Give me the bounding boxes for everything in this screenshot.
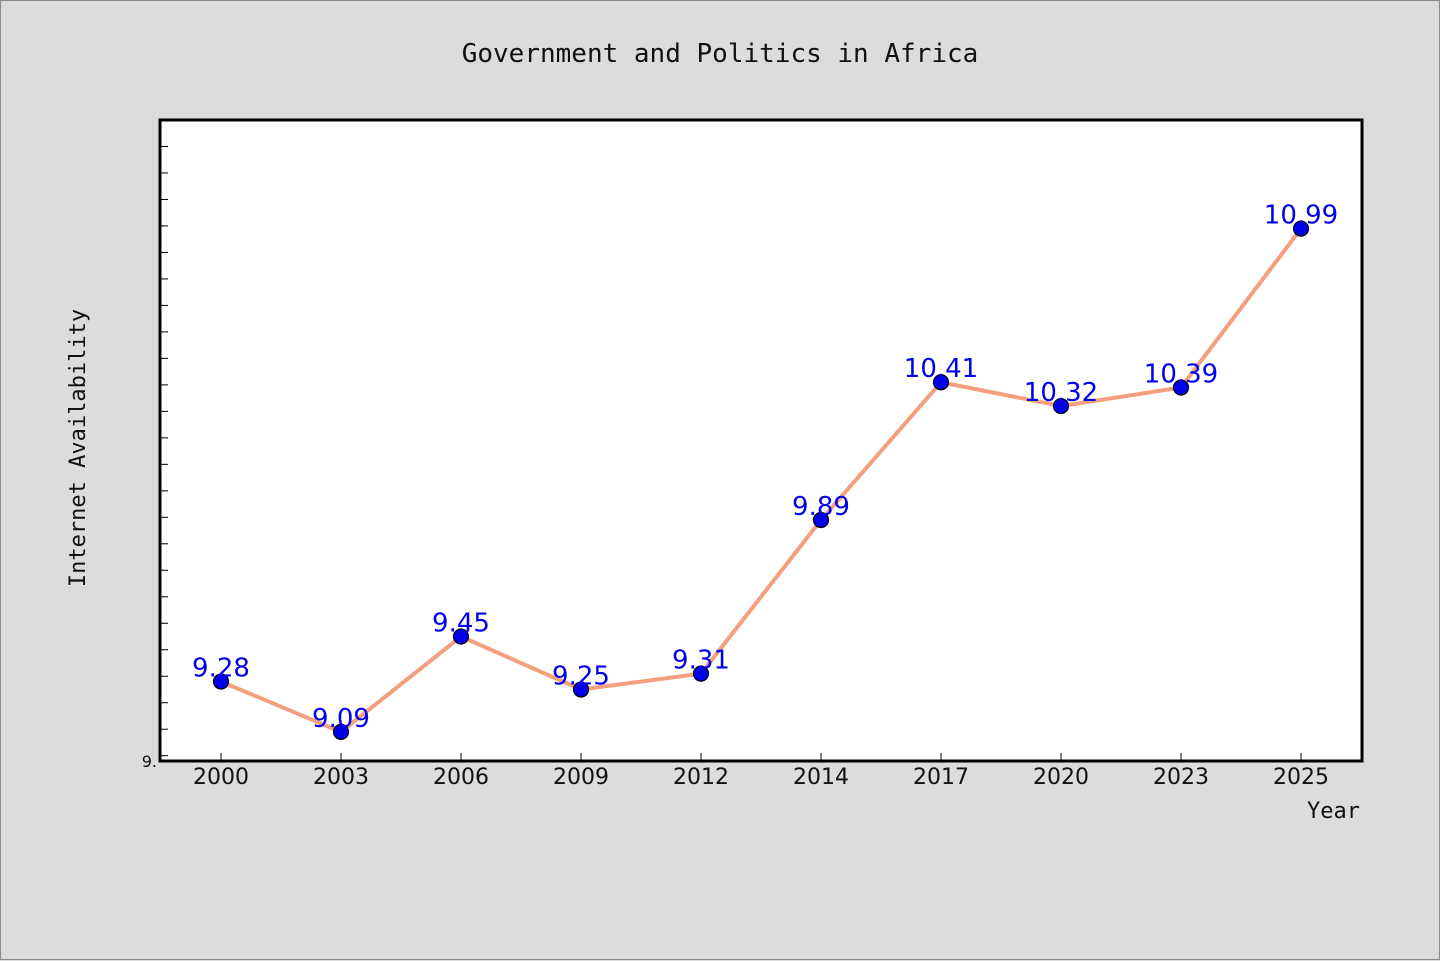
data-point [332, 723, 350, 740]
x-tick-label: 2014 [793, 765, 849, 790]
data-label: 10.41 [904, 354, 978, 384]
x-tick-label: 2020 [1033, 765, 1089, 790]
series-line [219, 226, 1303, 734]
data-label: 10.32 [1024, 378, 1098, 408]
data-point [572, 681, 590, 698]
x-axis-ticks: 2000 2003 2006 2009 2012 2014 2017 2020 2023 2025 [193, 753, 1329, 790]
x-tick-label: 2025 [1273, 765, 1329, 790]
x-tick-label: 2009 [553, 765, 609, 790]
y-tick-label: 9. [142, 752, 157, 771]
series-line-group [219, 226, 1303, 734]
data-point [812, 511, 830, 529]
data-point [452, 628, 470, 645]
data-point [1052, 397, 1070, 415]
x-axis-label: Year [1307, 799, 1360, 824]
plot-area [158, 118, 1364, 763]
chart-title: Government and Politics in Africa [462, 39, 979, 69]
data-point [1292, 220, 1310, 237]
data-label: 9.09 [312, 704, 370, 734]
y-axis-label: Internet Availability [66, 309, 91, 587]
marker-group [212, 220, 1310, 740]
x-tick-label: 2023 [1153, 765, 1209, 790]
data-label: 10.39 [1144, 360, 1218, 390]
x-tick-label: 2000 [193, 765, 249, 790]
data-label-group: 9.28 9.09 9.45 9.25 9.31 9.89 10.41 10.32 10.39 1… [192, 201, 1338, 734]
x-tick-label: 2017 [913, 765, 969, 790]
data-point [212, 673, 230, 690]
y-axis-ticks [160, 145, 168, 757]
data-label: 9.28 [192, 654, 250, 684]
data-label: 10.99 [1264, 201, 1338, 231]
data-point [1172, 379, 1190, 396]
x-tick-label: 2012 [673, 765, 729, 790]
data-point [692, 665, 710, 682]
x-tick-label: 2003 [313, 765, 369, 790]
data-label: 9.31 [672, 646, 730, 676]
data-label: 9.25 [552, 661, 610, 691]
data-point [932, 374, 950, 391]
data-label: 9.45 [432, 609, 490, 639]
data-label: 9.89 [792, 492, 850, 522]
x-tick-label: 2006 [433, 765, 489, 790]
